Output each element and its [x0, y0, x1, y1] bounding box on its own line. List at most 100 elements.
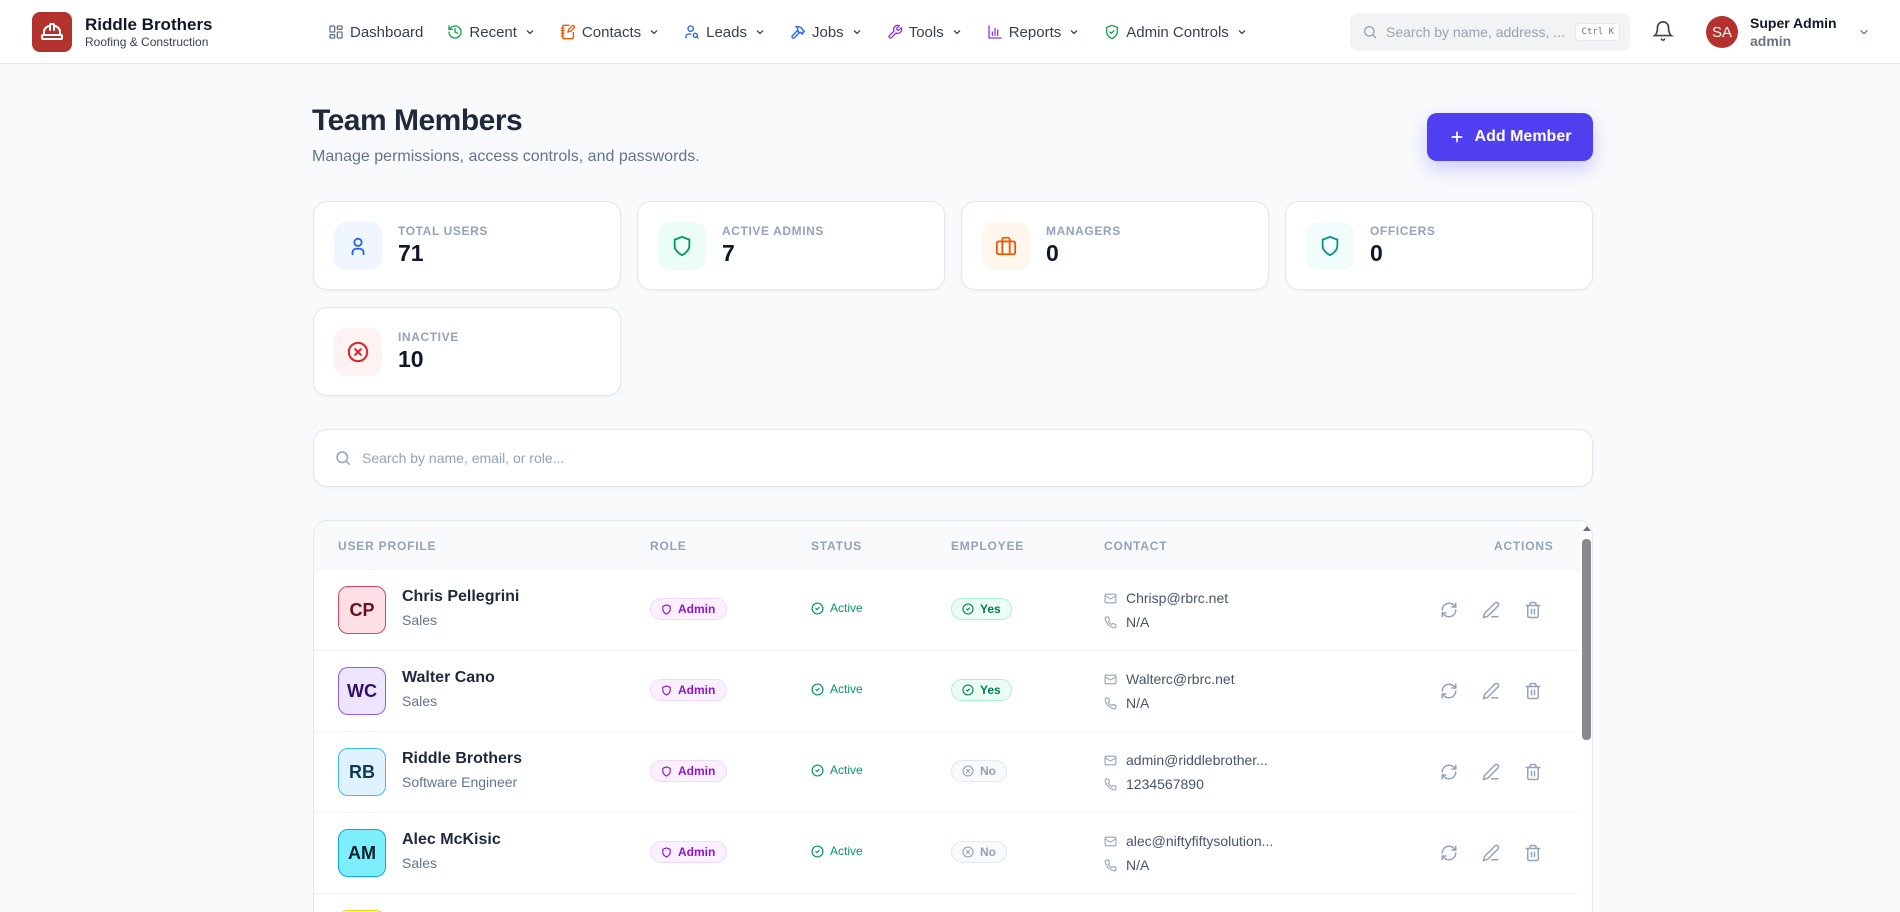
stat-active-admins: ACTIVE ADMINS 7	[637, 201, 945, 290]
search-icon	[1364, 26, 1377, 39]
delete-button[interactable]	[1522, 842, 1544, 864]
stat-value: 0	[1370, 240, 1383, 266]
nav-label: Leads	[706, 23, 747, 41]
brand[interactable]: Riddle Brothers Roofing & Construction	[32, 12, 213, 52]
chevron-down-icon	[953, 30, 961, 35]
member-name: Riddle Brothers	[402, 750, 523, 767]
page-title: Team Members	[312, 104, 523, 137]
table-row[interactable]: CP Chris Pellegrini Sales Admin Active Y…	[314, 570, 1580, 651]
global-search-input[interactable]	[1386, 24, 1576, 40]
delete-button[interactable]	[1522, 680, 1544, 702]
scrollbar-thumb[interactable]	[1582, 539, 1591, 740]
mail-icon	[1104, 836, 1117, 846]
column-header-status: STATUS	[811, 539, 863, 553]
refresh-icon	[1441, 683, 1457, 699]
status-badge: Active	[811, 844, 863, 858]
pencil-icon	[1482, 763, 1500, 781]
employee-label: Yes	[980, 602, 1001, 616]
employee-badge: Yes	[951, 598, 1012, 620]
nav-dashboard[interactable]: Dashboard	[328, 24, 423, 41]
scroll-up-arrow-icon[interactable]	[1583, 526, 1591, 531]
stat-managers: MANAGERS 0	[961, 201, 1269, 290]
hard-hat-logo-icon	[32, 12, 72, 52]
user-menu[interactable]: SA Super Admin admin	[1706, 14, 1871, 50]
mail-icon	[1104, 593, 1117, 603]
employee-badge: Yes	[951, 679, 1012, 701]
wrench-icon	[888, 24, 903, 39]
top-navbar: Riddle Brothers Roofing & Construction D…	[0, 0, 1900, 64]
nav-leads[interactable]: Leads	[684, 24, 766, 41]
contact-cell: admin@riddlebrother... 1234567890	[1104, 748, 1268, 796]
add-member-button[interactable]: Add Member	[1427, 113, 1593, 161]
edit-button[interactable]	[1480, 761, 1502, 783]
chevron-down-icon	[1070, 30, 1078, 35]
nav-contacts[interactable]: Contacts	[560, 24, 660, 41]
edit-button[interactable]	[1480, 680, 1502, 702]
nav-tools[interactable]: Tools	[887, 24, 963, 41]
user-icon	[351, 237, 365, 255]
role-badge: Admin	[650, 841, 728, 863]
delete-button[interactable]	[1522, 761, 1544, 783]
nav-label: Admin Controls	[1126, 23, 1229, 41]
table-row[interactable]	[314, 894, 1580, 912]
mail-icon	[1104, 674, 1117, 684]
x-circle-icon	[962, 846, 974, 858]
table-row[interactable]: AM Alec McKisic Sales Admin Active No al…	[314, 813, 1580, 894]
history-icon	[448, 25, 463, 39]
stat-total-users: TOTAL USERS 71	[313, 201, 621, 290]
member-name: Alec McKisic	[402, 831, 501, 848]
nav-label: Contacts	[581, 23, 642, 41]
stat-label: TOTAL USERS	[398, 224, 488, 238]
table-header: USER PROFILE ROLE STATUS EMPLOYEE CONTAC…	[314, 521, 1580, 570]
employee-label: Yes	[980, 683, 1001, 697]
member-search-input[interactable]	[362, 450, 1562, 466]
bell-icon[interactable]	[1652, 20, 1674, 42]
status-badge: Active	[811, 682, 863, 696]
column-header-role: ROLE	[650, 539, 687, 553]
check-circle-icon	[962, 603, 974, 615]
member-search[interactable]	[313, 429, 1593, 487]
chevron-down-icon	[853, 30, 861, 35]
employee-badge: No	[951, 841, 1007, 863]
edit-button[interactable]	[1480, 842, 1502, 864]
hammer-icon	[791, 26, 806, 39]
shield-icon	[662, 684, 671, 696]
shield-icon	[662, 603, 671, 615]
trash-icon	[1525, 682, 1541, 700]
table-row[interactable]: WC Walter Cano Sales Admin Active Yes Wa…	[314, 651, 1580, 732]
nav-jobs[interactable]: Jobs	[790, 24, 863, 41]
global-search[interactable]: Ctrl K	[1350, 13, 1630, 51]
member-name: Walter Cano	[402, 669, 495, 686]
delete-button[interactable]	[1522, 599, 1544, 621]
table-row[interactable]: RB Riddle Brothers Software Engineer Adm…	[314, 732, 1580, 813]
phone-icon	[1104, 859, 1117, 871]
bar-chart-icon	[988, 25, 1002, 39]
check-circle-icon	[962, 684, 974, 696]
user-avatar: SA	[1706, 16, 1738, 48]
stat-label: ACTIVE ADMINS	[722, 224, 825, 238]
chevron-down-icon	[526, 30, 534, 35]
row-actions	[1438, 599, 1564, 621]
nav-label: Recent	[469, 23, 517, 41]
reset-password-button[interactable]	[1438, 599, 1460, 621]
member-phone: 1234567890	[1126, 776, 1204, 792]
role-label: Admin	[678, 683, 716, 697]
status-badge: Active	[811, 601, 863, 615]
table-scrollbar[interactable]	[1580, 521, 1592, 912]
reset-password-button[interactable]	[1438, 761, 1460, 783]
nav-label: Jobs	[812, 23, 844, 41]
trash-icon	[1525, 763, 1541, 781]
user-search-icon	[685, 25, 699, 39]
role-badge: Admin	[650, 760, 728, 782]
nav-reports[interactable]: Reports	[987, 24, 1081, 41]
stat-value: 10	[398, 346, 424, 372]
nav-label: Tools	[908, 23, 944, 41]
reset-password-button[interactable]	[1438, 680, 1460, 702]
edit-button[interactable]	[1480, 599, 1502, 621]
nav-admin-controls[interactable]: Admin Controls	[1104, 24, 1248, 41]
role-badge: Admin	[650, 679, 728, 701]
employee-label: No	[980, 845, 996, 859]
nav-recent[interactable]: Recent	[447, 24, 536, 41]
member-email: Walterc@rbrc.net	[1126, 671, 1235, 687]
reset-password-button[interactable]	[1438, 842, 1460, 864]
